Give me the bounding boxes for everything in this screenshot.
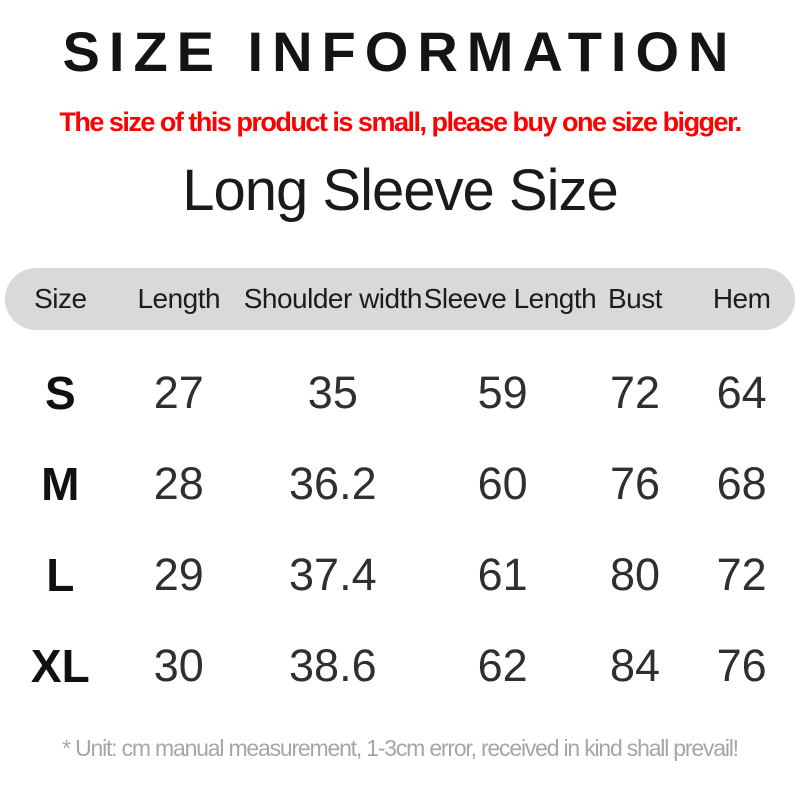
column-header-size: Size bbox=[34, 282, 87, 314]
size-label: L bbox=[46, 549, 75, 602]
column-header-bust: Bust bbox=[607, 282, 663, 314]
bust-value: 72 bbox=[609, 367, 661, 419]
shoulder-width-value: 35 bbox=[307, 367, 358, 419]
table-row-l: L 29 37.4 61 80 72 bbox=[5, 530, 795, 621]
column-header-hem: Hem bbox=[712, 282, 771, 314]
column-header-sleeve-length: Sleeve Length bbox=[423, 282, 597, 314]
size-warning-text: The size of this product is small, pleas… bbox=[59, 107, 742, 138]
size-table-header: Size Length Shoulder width Sleeve Length… bbox=[5, 267, 795, 330]
sleeve-length-value: 62 bbox=[477, 640, 528, 692]
size-label: M bbox=[41, 458, 80, 511]
sleeve-length-value: 59 bbox=[477, 367, 528, 419]
hem-value: 68 bbox=[716, 458, 767, 510]
column-header-shoulder-width: Shoulder width bbox=[243, 282, 423, 314]
bust-value: 84 bbox=[609, 640, 661, 692]
length-value: 27 bbox=[153, 367, 204, 419]
table-row-xl: XL 30 38.6 62 84 76 bbox=[5, 621, 795, 712]
size-table: Size Length Shoulder width Sleeve Length… bbox=[0, 267, 800, 712]
column-header-length: Length bbox=[137, 282, 221, 314]
hem-value: 72 bbox=[716, 549, 767, 601]
hem-value: 76 bbox=[716, 640, 767, 692]
bust-value: 80 bbox=[609, 549, 661, 601]
shoulder-width-value: 38.6 bbox=[289, 640, 377, 692]
page-title: SIZE INFORMATION bbox=[62, 20, 738, 83]
size-table-body: S 27 35 59 72 64 M 28 36.2 60 76 68 L 29… bbox=[5, 348, 795, 712]
hem-value: 64 bbox=[716, 367, 767, 419]
sleeve-length-value: 61 bbox=[477, 549, 528, 601]
table-title: Long Sleeve Size bbox=[182, 158, 618, 224]
table-row-m: M 28 36.2 60 76 68 bbox=[5, 439, 795, 530]
unit-footnote: * Unit: cm manual measurement, 1-3cm err… bbox=[62, 734, 739, 761]
shoulder-width-value: 37.4 bbox=[289, 549, 377, 601]
size-label: S bbox=[44, 367, 76, 420]
length-value: 30 bbox=[153, 640, 204, 692]
length-value: 28 bbox=[153, 458, 204, 510]
shoulder-width-value: 36.2 bbox=[289, 458, 377, 510]
size-label: XL bbox=[30, 640, 90, 693]
bust-value: 76 bbox=[609, 458, 661, 510]
sleeve-length-value: 60 bbox=[477, 458, 528, 510]
table-row-s: S 27 35 59 72 64 bbox=[5, 348, 795, 439]
length-value: 29 bbox=[153, 549, 204, 601]
